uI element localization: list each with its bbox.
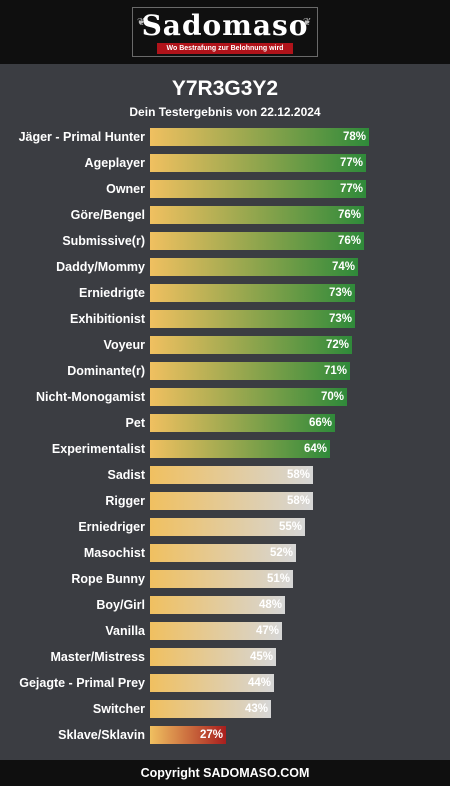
bar-value-label: 48% (258, 599, 282, 611)
category-label: Owner (106, 182, 145, 196)
category-label: Nicht-Monogamist (35, 390, 145, 404)
category-label: Erniedriger (78, 520, 145, 534)
site-logo[interactable]: ❦ Sadomaso ❦ Wo Bestrafung zur Belohnung… (132, 7, 318, 57)
category-label: Dominante(r) (67, 364, 145, 378)
bar-value-label: 74% (331, 261, 355, 273)
bar-value-label: 78% (342, 131, 366, 143)
bar-value-label: 58% (286, 469, 310, 481)
result-bar: 45% (150, 648, 276, 666)
logo-text: Sadomaso (141, 9, 309, 42)
bar-value-label: 44% (247, 677, 271, 689)
category-label: Master/Mistress (50, 650, 146, 664)
result-bar: 74% (150, 258, 358, 276)
category-label: Switcher (92, 702, 145, 716)
category-label: Ageplayer (84, 156, 145, 170)
bar-value-label: 45% (249, 651, 273, 663)
bar-value-label: 64% (303, 443, 327, 455)
bar-value-label: 73% (328, 313, 352, 325)
category-label: Submissive(r) (62, 234, 145, 248)
category-label: Jäger - Primal Hunter (18, 130, 145, 144)
result-bar: 48% (150, 596, 285, 614)
category-label: Pet (125, 416, 145, 430)
result-bar: 55% (150, 518, 305, 536)
result-bar: 58% (150, 466, 313, 484)
result-bar: 72% (150, 336, 352, 354)
result-bar: 44% (150, 674, 274, 692)
result-bar: 51% (150, 570, 293, 588)
category-label: Voyeur (103, 338, 145, 352)
logo-tagline: Wo Bestrafung zur Belohnung wird (157, 43, 293, 54)
category-label: Gejagte - Primal Prey (19, 676, 145, 690)
ornament-icon: ❦ (137, 17, 146, 28)
result-bar: 43% (150, 700, 271, 718)
result-bar: 76% (150, 232, 364, 250)
result-bar: 70% (150, 388, 347, 406)
bar-value-label: 70% (320, 391, 344, 403)
bar-value-label: 73% (328, 287, 352, 299)
category-label: Rope Bunny (71, 572, 145, 586)
result-bar: 52% (150, 544, 296, 562)
result-bar: 47% (150, 622, 282, 640)
copyright-footer: Copyright SADOMASO.COM (0, 760, 450, 786)
category-label: Rigger (105, 494, 145, 508)
result-bar: 27% (150, 726, 226, 744)
result-bar: 78% (150, 128, 369, 146)
category-label: Daddy/Mommy (56, 260, 145, 274)
bar-value-label: 76% (337, 209, 361, 221)
category-label: Erniedrigte (79, 286, 145, 300)
bar-value-label: 27% (199, 729, 223, 741)
bar-value-label: 52% (269, 547, 293, 559)
result-bar: 64% (150, 440, 330, 458)
bar-value-label: 77% (339, 157, 363, 169)
header-bar: ❦ Sadomaso ❦ Wo Bestrafung zur Belohnung… (0, 0, 450, 64)
bar-value-label: 71% (323, 365, 347, 377)
bar-value-label: 55% (278, 521, 302, 533)
bar-value-label: 43% (244, 703, 268, 715)
result-bar: 73% (150, 310, 355, 328)
result-bar: 77% (150, 154, 366, 172)
category-label: Vanilla (105, 624, 145, 638)
ornament-icon: ❦ (303, 17, 312, 28)
result-title: Y7R3G3Y2 (171, 77, 279, 100)
bar-value-label: 47% (255, 625, 279, 637)
bar-value-label: 72% (325, 339, 349, 351)
category-label: Experimentalist (51, 442, 145, 456)
result-bar: 77% (150, 180, 366, 198)
category-label: Masochist (83, 546, 145, 560)
bar-value-label: 76% (337, 235, 361, 247)
bar-value-label: 66% (308, 417, 332, 429)
bar-value-label: 51% (266, 573, 290, 585)
result-bar: 58% (150, 492, 313, 510)
category-label: Sklave/Sklavin (58, 728, 145, 742)
category-label: Göre/Bengel (70, 208, 145, 222)
result-subtitle: Dein Testergebnis von 22.12.2024 (129, 105, 321, 119)
category-label: Boy/Girl (96, 598, 145, 612)
result-bar: 73% (150, 284, 355, 302)
bar-value-label: 58% (286, 495, 310, 507)
result-bar: 76% (150, 206, 364, 224)
category-label: Exhibitionist (70, 312, 145, 326)
bar-value-label: 77% (339, 183, 363, 195)
result-bar: 71% (150, 362, 350, 380)
category-label: Sadist (107, 468, 145, 482)
result-bar: 66% (150, 414, 335, 432)
